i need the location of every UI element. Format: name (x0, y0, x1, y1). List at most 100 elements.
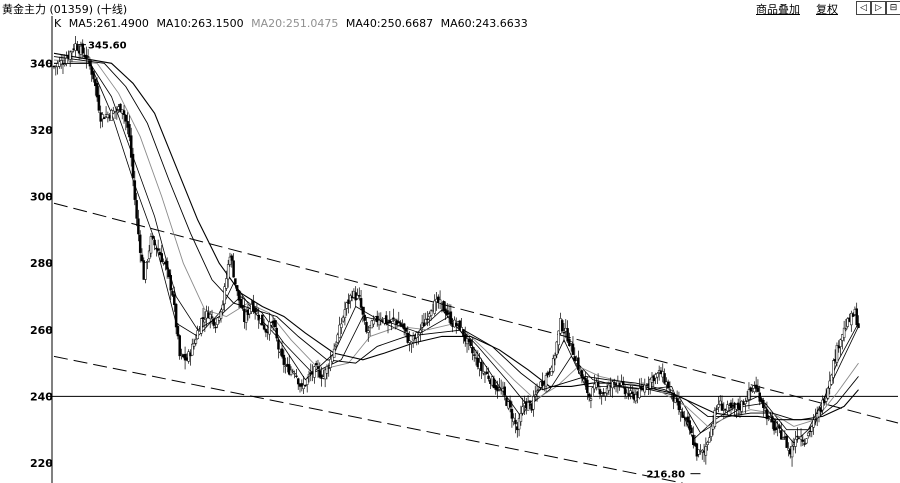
price-candle (828, 380, 832, 389)
price-candle (68, 51, 72, 60)
price-candle (359, 298, 363, 308)
price-candle (331, 355, 334, 362)
price-candle (138, 234, 142, 253)
price-candle (332, 348, 336, 358)
price-candle (485, 371, 489, 375)
price-candle (544, 375, 548, 387)
price-candle (235, 285, 239, 292)
price-candle (717, 404, 720, 408)
price-candle (70, 50, 74, 54)
price-candle (821, 399, 824, 411)
price-candle (358, 295, 361, 297)
price-candle (824, 397, 828, 402)
price-candle (679, 409, 682, 413)
price-candle (325, 366, 329, 374)
price-candle (706, 442, 709, 445)
price-candle (826, 387, 830, 399)
price-candle (201, 317, 205, 320)
price-candle (668, 388, 672, 391)
price-candle (817, 410, 821, 418)
price-candle (613, 382, 616, 384)
price-candle (611, 381, 614, 389)
price-candle (122, 110, 126, 115)
collapse-icon[interactable]: ⊟ (886, 1, 900, 15)
price-candle (367, 330, 370, 333)
price-candle (481, 371, 485, 374)
price-candle (426, 318, 429, 320)
price-candle (340, 323, 343, 328)
price-candle (690, 427, 693, 434)
price-candle (526, 402, 530, 411)
price-candle (261, 314, 264, 326)
restore-rights-button[interactable]: 复权 (816, 3, 838, 16)
price-candle (454, 323, 458, 326)
price-candle (110, 110, 113, 121)
price-candle (566, 328, 569, 342)
price-candle (535, 390, 539, 393)
price-candle (413, 337, 417, 339)
prev-arrow-icon[interactable]: ◁ (856, 1, 871, 15)
price-candle (402, 323, 406, 330)
price-candle (449, 311, 453, 325)
price-candle (569, 341, 573, 344)
price-candle (302, 384, 305, 389)
price-candle (790, 446, 794, 458)
price-candle (214, 326, 217, 329)
price-candle (173, 294, 176, 306)
price-candle (131, 153, 135, 179)
price-candle (638, 388, 641, 398)
price-candle (241, 304, 244, 309)
price-candle (463, 334, 467, 342)
price-candle (469, 339, 472, 346)
price-candle (627, 393, 630, 397)
ma-line-ma60 (53, 52, 859, 421)
price-candle (663, 373, 666, 384)
price-candle (119, 103, 122, 113)
price-candle (384, 315, 388, 324)
price-candle (666, 381, 670, 389)
price-candle (90, 66, 93, 75)
price-candle (94, 79, 97, 87)
price-candle (528, 400, 532, 403)
price-candle (433, 300, 436, 314)
price-candle (167, 269, 171, 278)
price-candle (95, 83, 99, 98)
price-candle (754, 384, 758, 389)
price-candle (598, 389, 602, 395)
price-candle (86, 56, 90, 58)
price-candle (372, 319, 375, 325)
price-candle (753, 388, 756, 393)
price-candle (174, 303, 178, 328)
chart-toolbar: 黄金主力 (01359) (十线) 商品叠加 复权 ◁ ▷ ⊟ (0, 0, 900, 16)
price-candle (639, 386, 643, 389)
price-candle (830, 374, 833, 385)
price-candle (758, 392, 761, 402)
price-candle (178, 335, 181, 357)
y-tick-label-6: 220 (30, 457, 53, 470)
price-candle (63, 63, 67, 65)
price-candle (76, 45, 79, 51)
price-candle (835, 345, 839, 363)
price-candle (596, 381, 600, 387)
multi-overlay-button[interactable]: 商品叠加 (756, 3, 800, 16)
price-candle (844, 328, 848, 330)
price-candle (589, 398, 593, 401)
price-candle (514, 419, 517, 425)
price-candle (677, 401, 681, 411)
price-candle (377, 320, 381, 326)
next-arrow-icon[interactable]: ▷ (871, 1, 886, 15)
price-candle (252, 300, 255, 312)
price-candle (338, 324, 341, 338)
price-candle (851, 313, 855, 317)
price-candle (799, 436, 803, 440)
price-candle (375, 315, 379, 323)
price-candle (336, 334, 339, 343)
price-candle (140, 254, 144, 261)
price-candle (424, 319, 427, 324)
price-candle (508, 400, 512, 408)
price-candle (264, 329, 268, 333)
price-candle (794, 438, 797, 447)
price-candle (806, 432, 810, 436)
price-candle (234, 278, 237, 285)
